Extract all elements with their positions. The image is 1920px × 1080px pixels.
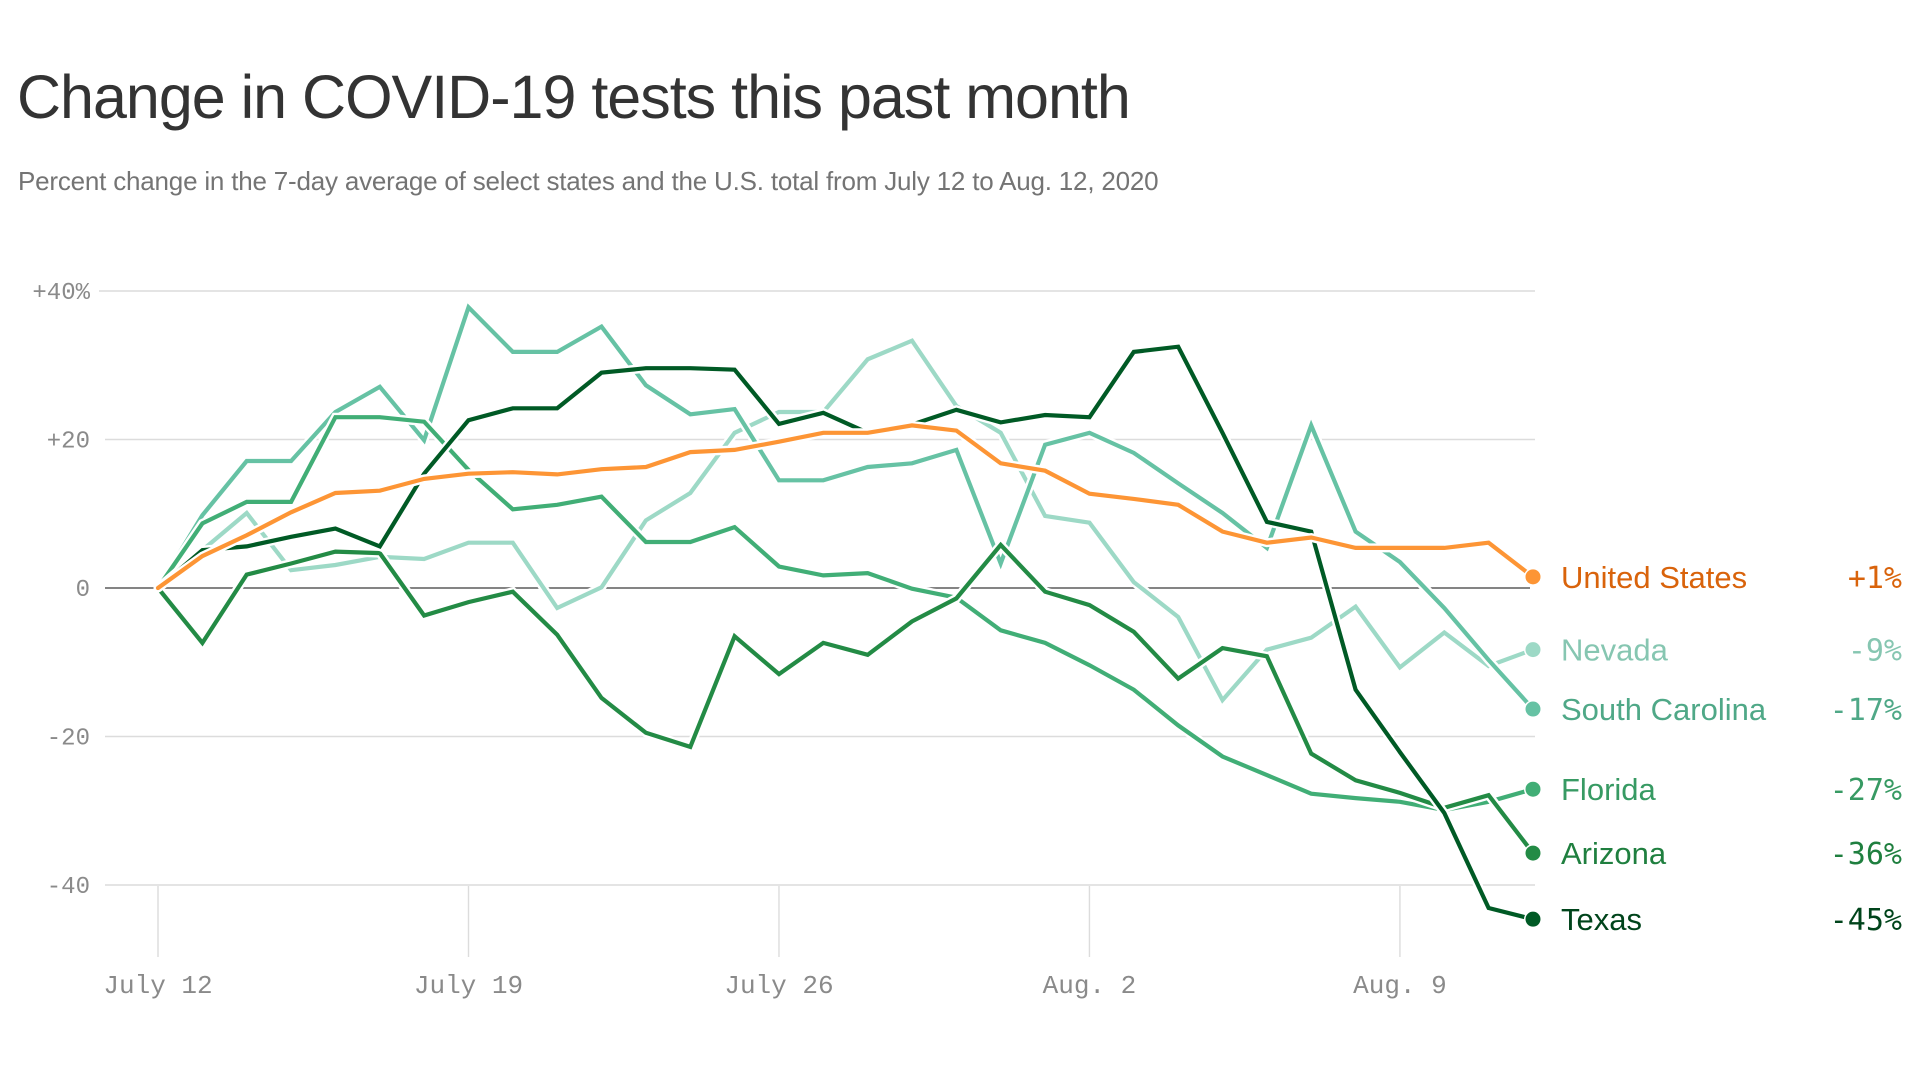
series-labels: United States +1% Nevada -9% South Carolina -… [1561, 560, 1902, 938]
line-arizona [155, 541, 1536, 856]
line-texas [155, 344, 1536, 922]
x-tick-label: July 12 [103, 971, 212, 1001]
chart-title: Change in COVID-19 tests this past month [17, 63, 1131, 131]
series-south-carolina [153, 298, 1542, 719]
end-dot-florida [1525, 781, 1541, 797]
y-tick-label: +40% [32, 280, 90, 307]
end-dot-nevada [1525, 642, 1541, 658]
series-value-texas: -45% [1830, 903, 1902, 938]
series-label-arizona: Arizona [1561, 836, 1667, 871]
series-label-nevada: Nevada [1561, 633, 1669, 668]
y-tick-label: +20 [47, 429, 90, 456]
x-tick-label: July 19 [414, 971, 523, 1001]
y-tick-label: -20 [47, 726, 90, 753]
series-value-united-states: +1% [1848, 561, 1902, 596]
grid-lines [99, 290, 1535, 886]
x-tick-label: July 26 [724, 971, 833, 1001]
x-axis: July 12 July 19 July 26 Aug. 2 Aug. 9 [103, 886, 1447, 1001]
end-dot-south-carolina [1525, 701, 1541, 717]
series-label-texas: Texas [1561, 902, 1642, 937]
series-arizona [153, 538, 1542, 863]
y-tick-label: -40 [47, 874, 90, 901]
y-tick-label: 0 [76, 577, 90, 604]
series-label-south-carolina: South Carolina [1561, 692, 1767, 727]
series-value-nevada: -9% [1848, 634, 1902, 669]
series-texas [153, 341, 1542, 929]
series-label-florida: Florida [1561, 772, 1657, 807]
line-united-states [155, 423, 1536, 591]
x-tick-label: Aug. 2 [1043, 971, 1137, 1001]
series-florida [153, 412, 1542, 815]
series-value-arizona: -36% [1830, 837, 1902, 872]
x-tick-label: Aug. 9 [1353, 971, 1447, 1001]
series-value-south-carolina: -17% [1830, 693, 1902, 728]
line-florida [155, 415, 1536, 813]
chart-subtitle: Percent change in the 7-day average of s… [18, 166, 1159, 196]
series-united-states [153, 420, 1542, 593]
end-dot-texas [1525, 911, 1541, 927]
series-label-united-states: United States [1561, 560, 1747, 595]
end-dot-united-states [1525, 569, 1541, 585]
end-dot-arizona [1525, 845, 1541, 861]
y-axis: +40% +20 0 -20 -40 [32, 280, 90, 901]
line-south-carolina [155, 303, 1536, 712]
series-lines [153, 298, 1542, 929]
series-value-florida: -27% [1830, 773, 1902, 808]
